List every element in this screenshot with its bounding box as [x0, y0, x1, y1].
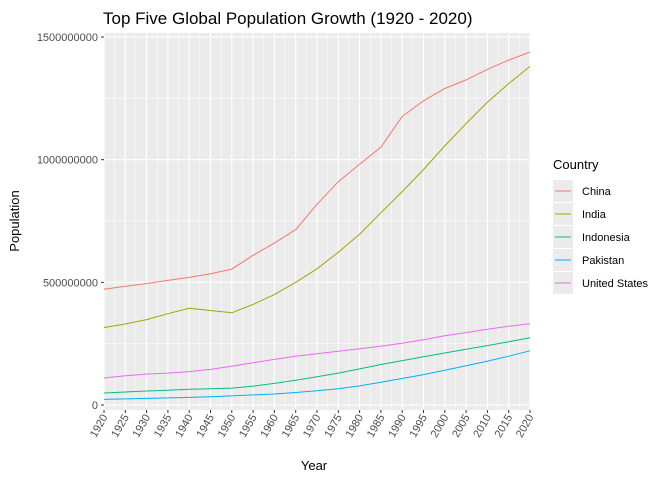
legend-label: China	[582, 186, 612, 198]
legend-label: Pakistan	[582, 255, 624, 267]
legend-label: United States	[582, 278, 649, 290]
series-line-china	[103, 51, 531, 290]
legend-label: India	[582, 209, 607, 221]
chart-title: Top Five Global Population Growth (1920 …	[103, 9, 472, 28]
y-tick-label: 0	[92, 400, 98, 412]
x-tick-label: 1985	[365, 413, 388, 440]
x-tick-label: 1950	[216, 413, 239, 440]
x-tick-label: 2005	[450, 413, 473, 440]
legend: Country China India Indonesia Pakistan Unite…	[553, 157, 649, 294]
x-tick-label: 2000	[429, 413, 452, 440]
x-tick-label: 2015	[493, 413, 516, 440]
series-line-indonesia	[103, 337, 531, 394]
x-tick-label: 1940	[173, 413, 196, 440]
y-axis-title: Population	[7, 190, 22, 251]
x-tick-label: 1990	[386, 413, 409, 440]
series-line-united-states	[103, 323, 531, 379]
x-tick-label: 1935	[152, 413, 175, 440]
series-lines	[103, 51, 531, 400]
x-tick-label: 1995	[407, 413, 430, 440]
series-line-india	[103, 66, 531, 328]
x-tick-label: 1960	[258, 413, 281, 440]
y-tick-label: 1500000000	[37, 32, 98, 44]
x-tick-label: 1965	[280, 413, 303, 440]
major-gridlines	[103, 33, 531, 410]
x-tick-label: 1955	[237, 413, 260, 440]
x-tick-label: 1980	[344, 413, 367, 440]
legend-title: Country	[553, 157, 599, 172]
legend-label: Indonesia	[582, 232, 631, 244]
x-tick-label: 1925	[109, 413, 132, 440]
x-tick-label: 1975	[322, 413, 345, 440]
x-tick-label: 1930	[131, 413, 154, 440]
x-tick-label: 1920	[88, 413, 111, 440]
y-axis: 0 500000000 1000000000 1500000000	[37, 32, 104, 412]
x-tick-label: 1970	[301, 413, 324, 440]
y-tick-label: 1000000000	[37, 155, 98, 167]
x-axis-title: Year	[301, 458, 328, 473]
x-tick-label: 1945	[194, 413, 217, 440]
x-tick-label: 2010	[471, 413, 494, 440]
x-axis: 1920192519301935194019451950195519601965…	[88, 410, 537, 440]
series-line-pakistan	[103, 350, 531, 400]
y-tick-label: 500000000	[43, 277, 98, 289]
x-tick-label: 2020	[514, 413, 537, 440]
